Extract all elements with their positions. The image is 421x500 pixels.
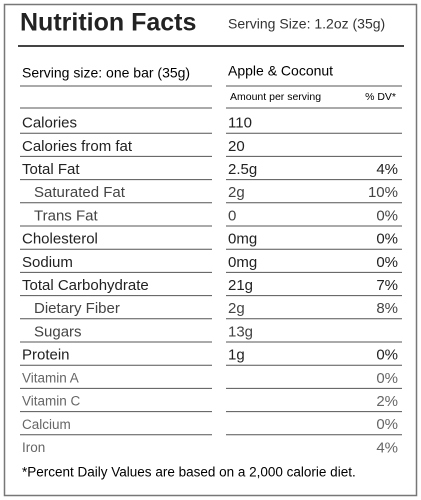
nutrient-dv: 10% (368, 184, 398, 201)
dv-label: % DV* (365, 91, 396, 103)
nutrient-dv: 0% (376, 231, 398, 248)
footnote: *Percent Daily Values are based on a 2,0… (22, 465, 356, 480)
nutrient-dv: 0% (376, 416, 398, 433)
nutrient-name: Iron (22, 440, 45, 455)
nutrient-dv: 8% (376, 300, 398, 317)
nutrient-name: Calcium (22, 417, 71, 432)
nutrient-dv: 0% (376, 370, 398, 387)
nutrient-dv: 7% (376, 277, 398, 294)
nutrient-dv: 0% (376, 207, 398, 224)
nutrient-name: Cholesterol (22, 231, 98, 248)
nutrient-amount: 13g (228, 323, 253, 340)
nutrient-name: Vitamin A (22, 370, 79, 385)
nutrient-amount: 2.5g (228, 161, 257, 178)
flavor: Apple & Coconut (228, 63, 333, 79)
nutrient-dv: 0% (376, 254, 398, 271)
nutrient-dv: 4% (376, 161, 398, 178)
nutrient-amount: 2g (228, 300, 245, 317)
nutrient-name: Sodium (22, 254, 73, 271)
nutrient-name: Trans Fat (34, 207, 98, 224)
nutrient-amount: 1g (228, 347, 245, 364)
serving-label: Serving size: one bar (35g) (22, 65, 190, 81)
nutrient-name: Vitamin C (22, 394, 81, 409)
nutrient-amount: 21g (228, 277, 253, 294)
nutrient-amount: 0mg (228, 231, 257, 248)
label-title: Nutrition Facts (20, 9, 196, 37)
nutrient-amount: 0mg (228, 254, 257, 271)
nutrient-name: Saturated Fat (34, 184, 126, 201)
nutrient-name: Total Fat (22, 161, 80, 178)
nutrient-name: Dietary Fiber (34, 300, 120, 317)
nutrient-amount: 0 (228, 207, 236, 224)
nutrient-amount: 110 (228, 115, 252, 132)
nutrient-name: Calories (22, 115, 77, 132)
amount-label: Amount per serving (230, 91, 321, 103)
nutrient-dv: 0% (376, 347, 398, 364)
nutrient-amount: 2g (228, 184, 245, 201)
nutrient-name: Protein (22, 347, 70, 364)
nutrient-name: Total Carbohydrate (22, 277, 149, 294)
nutrient-dv: 4% (376, 439, 398, 456)
nutrient-amount: 20 (228, 138, 245, 155)
nutrient-name: Sugars (34, 323, 82, 340)
serving-size: Serving Size: 1.2oz (35g) (228, 16, 385, 32)
nutrient-dv: 2% (376, 393, 398, 410)
nutrient-name: Calories from fat (22, 138, 133, 155)
